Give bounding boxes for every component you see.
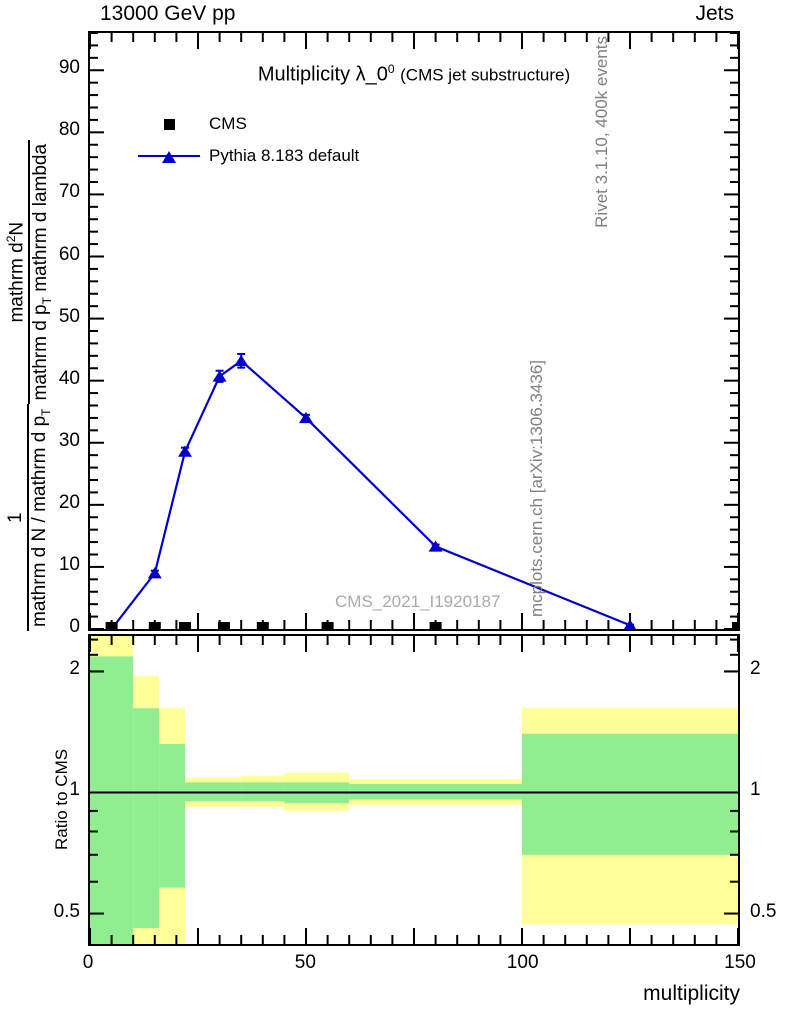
ratio-y-tick-label-left-1: 1 [69, 779, 80, 801]
x-tick-label-50: 50 [294, 952, 316, 973]
x-tick-label-150: 150 [724, 952, 756, 973]
ratio-y-tick-label-right-2: 2 [750, 658, 761, 680]
y-tick-label-60: 60 [58, 243, 80, 265]
ratio-y-tick-label-right-1: 1 [750, 779, 761, 801]
plot-title-subtitle: (CMS jet substructure) [400, 65, 571, 85]
ratio-y-axis-title: Ratio to CMS [52, 748, 71, 850]
y-tick-label-50: 50 [58, 305, 80, 327]
y-tick-label-10: 10 [58, 553, 80, 575]
y-tick-label-40: 40 [58, 367, 80, 389]
ratio-plot-panel [88, 634, 740, 946]
mcplots-source-note: mcplots.cern.ch [arXiv:1306.3436] [526, 360, 546, 618]
legend-item-pythia[interactable]: Pythia 8.183 default [135, 140, 359, 172]
page-title: Multiplicity λ_00 (CMS jet substructure) [88, 62, 740, 87]
y-tick-label-80: 80 [58, 119, 80, 141]
legend: CMS Pythia 8.183 default [135, 108, 359, 172]
header-collision-energy: 13000 GeV pp [100, 2, 236, 25]
x-tick-label-100: 100 [506, 952, 539, 973]
ratio-plot-canvas [90, 636, 738, 944]
y-tick-label-70: 70 [58, 181, 80, 203]
y-axis-prefactor: 1 mathrm d N / mathrm d pT [5, 404, 53, 631]
header-analysis-category: Jets [695, 2, 734, 25]
y-axis-main-fraction: mathrm d2N mathrm d pT mathrm d lambda [4, 139, 55, 405]
ratio-y-tick-label-right-0.5: 0.5 [750, 900, 777, 922]
rivet-version-note: Rivet 3.1.10, 400k events [592, 36, 612, 228]
main-y-axis-tick-labels: 0 10 20 30 40 50 60 70 80 90 [34, 31, 80, 637]
y-tick-label-0: 0 [69, 616, 80, 637]
ratio-y-tick-label-left-0.5: 0.5 [53, 900, 80, 922]
ratio-y-tick-label-left-2: 2 [69, 658, 80, 680]
main-plot-canvas [90, 33, 738, 629]
ratio-y-axis-tick-labels-right: 0.5 1 2 [746, 634, 786, 946]
y-tick-label-20: 20 [58, 491, 80, 513]
y-tick-label-30: 30 [58, 429, 80, 451]
plot-title-text: Multiplicity λ_0 [257, 63, 388, 86]
x-tick-label-0: 0 [82, 952, 94, 973]
legend-marker-triangle-line-icon [135, 150, 203, 163]
legend-marker-square-icon [135, 118, 203, 130]
main-y-axis-title: 1 mathrm d N / mathrm d pT mathrm d2N ma… [4, 139, 495, 681]
legend-item-cms[interactable]: CMS [135, 108, 359, 140]
ratio-y-axis-tick-labels-left: 0.5 1 2 [30, 634, 80, 946]
y-tick-label-90: 90 [58, 57, 80, 79]
legend-label-cms: CMS [209, 114, 247, 133]
plot-title-superscript: 0 [387, 62, 395, 76]
main-plot-panel [88, 31, 740, 631]
x-axis-title: multiplicity [643, 982, 740, 1005]
x-axis-tick-labels: 0 50 100 150 [83, 952, 756, 980]
analysis-id-watermark: CMS_2021_I1920187 [335, 592, 501, 611]
legend-label-pythia: Pythia 8.183 default [209, 146, 360, 165]
